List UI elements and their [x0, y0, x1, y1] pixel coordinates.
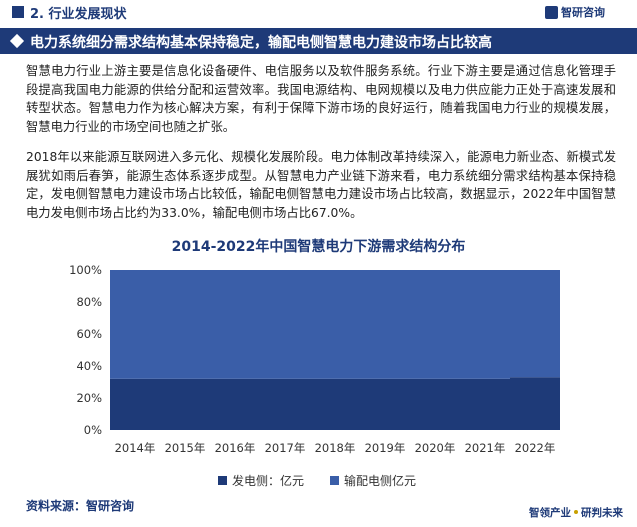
y-tick-label: 40%: [76, 359, 102, 373]
logo-icon: [545, 6, 558, 19]
y-tick-label: 80%: [76, 295, 102, 309]
slogan-right: 研判未来: [581, 507, 623, 519]
x-tick-label: 2014年: [115, 441, 156, 455]
bar-segment-series-1: [460, 378, 510, 430]
bar-segment-series-1: [310, 378, 360, 430]
top-strip: 2. 行业发展现状 智研咨询: [0, 0, 637, 28]
bar-segment-series-1: [360, 378, 410, 430]
y-tick-label: 100%: [69, 263, 102, 277]
x-tick-label: 2022年: [515, 441, 556, 455]
slogan: 智领产业 研判未来: [529, 505, 623, 520]
x-tick-label: 2015年: [165, 441, 206, 455]
bar-segment-series-2: [210, 270, 260, 379]
paragraph-1: 智慧电力行业上游主要是信息化设备硬件、电信服务以及软件服务系统。行业下游主要是通…: [26, 64, 616, 134]
bar-segment-series-2: [410, 270, 460, 379]
legend-label-1: 发电侧：亿元: [232, 473, 304, 488]
bar-segment-series-2: [510, 270, 560, 378]
x-tick-label: 2018年: [315, 441, 356, 455]
bar-segment-series-1: [210, 378, 260, 430]
slogan-dot-icon: [574, 510, 578, 514]
legend-swatch-1: [218, 476, 227, 485]
source-text: 资料来源：智研咨询: [26, 499, 135, 513]
bar-segment-series-2: [460, 270, 510, 379]
section-title: 2. 行业发展现状: [30, 7, 127, 22]
bar-segment-series-1: [110, 378, 160, 430]
chart-title: 2014-2022年中国智慧电力下游需求结构分布: [171, 239, 466, 255]
diamond-icon: [9, 33, 25, 49]
bar-segment-series-1: [510, 377, 560, 430]
slogan-left: 智领产业: [529, 507, 571, 519]
x-tick-label: 2016年: [215, 441, 256, 455]
section-marker-icon: [12, 6, 24, 18]
x-tick-label: 2020年: [415, 441, 456, 455]
x-tick-label: 2017年: [265, 441, 306, 455]
bar-segment-series-1: [260, 378, 310, 430]
legend-label-2: 输配电侧亿元: [344, 473, 416, 488]
bar-segment-series-2: [310, 270, 360, 379]
bar-segment-series-1: [160, 378, 210, 430]
headline-bar: 电力系统细分需求结构基本保持稳定，输配电侧智慧电力建设市场占比较高: [0, 28, 637, 54]
y-tick-label: 0%: [84, 423, 102, 437]
bar-segment-series-2: [160, 270, 210, 379]
legend-swatch-2: [330, 476, 339, 485]
bar-segment-series-2: [110, 270, 160, 379]
y-tick-label: 60%: [76, 327, 102, 341]
bar-segment-series-2: [360, 270, 410, 379]
logo-text: 智研咨询: [561, 6, 605, 19]
bar-segment-series-1: [410, 378, 460, 430]
stacked-bar-chart: 0% 20% 40% 60% 80% 100% 2014年 2015年 2016年 2017年 20…: [69, 263, 560, 488]
paragraph-2: 2018年以来能源互联网进入多元化、规模化发展阶段。电力体制改革持续深入，能源电…: [26, 150, 616, 220]
bar-segment-series-2: [260, 270, 310, 379]
x-tick-label: 2019年: [365, 441, 406, 455]
headline-text: 电力系统细分需求结构基本保持稳定，输配电侧智慧电力建设市场占比较高: [30, 35, 492, 51]
x-tick-label: 2021年: [465, 441, 506, 455]
y-tick-label: 20%: [76, 391, 102, 405]
